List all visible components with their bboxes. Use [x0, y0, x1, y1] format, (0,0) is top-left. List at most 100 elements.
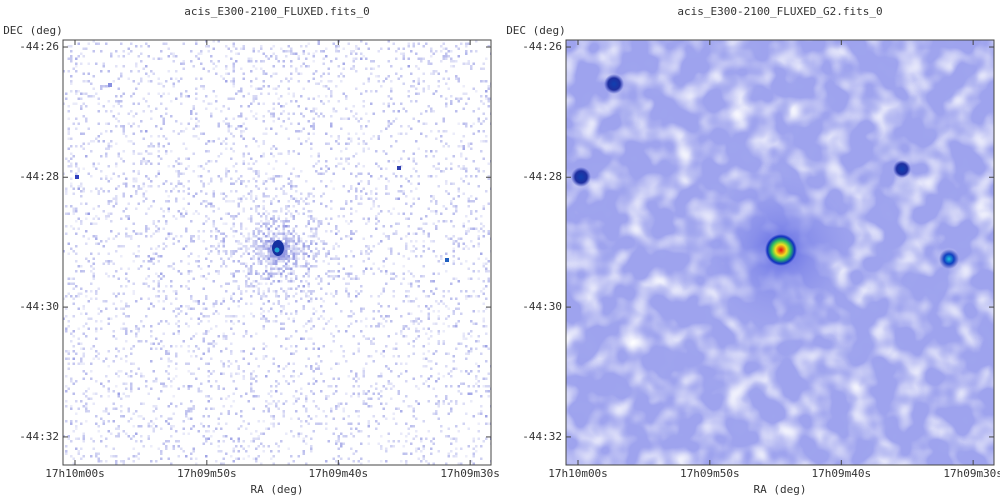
- noise-pixel: [147, 80, 150, 83]
- noise-pixel: [427, 385, 430, 388]
- noise-pixel: [305, 280, 308, 283]
- noise-pixel: [177, 325, 180, 328]
- noise-pixel: [145, 277, 148, 280]
- noise-pixel: [285, 297, 288, 300]
- noise-pixel: [295, 225, 298, 228]
- noise-pixel: [455, 347, 458, 350]
- noise-pixel: [250, 195, 253, 198]
- noise-pixel: [115, 142, 118, 145]
- noise-pixel: [65, 212, 68, 215]
- noise-pixel: [160, 415, 163, 418]
- noise-pixel: [312, 290, 315, 293]
- noise-pixel: [190, 337, 193, 340]
- noise-pixel: [410, 312, 413, 315]
- noise-pixel: [267, 300, 270, 303]
- noise-pixel: [87, 72, 90, 75]
- noise-pixel: [335, 275, 338, 278]
- noise-pixel: [165, 237, 168, 240]
- noise-pixel: [190, 317, 193, 320]
- noise-pixel: [212, 407, 215, 410]
- noise-pixel: [302, 255, 305, 258]
- noise-pixel: [162, 122, 165, 125]
- noise-pixel: [290, 195, 293, 198]
- noise-pixel: [267, 300, 270, 303]
- noise-pixel: [465, 352, 468, 355]
- noise-pixel: [142, 67, 145, 70]
- noise-pixel: [465, 245, 468, 248]
- noise-pixel: [190, 270, 193, 273]
- noise-pixel: [65, 232, 68, 235]
- noise-pixel: [332, 377, 335, 380]
- noise-pixel: [120, 42, 123, 45]
- noise-pixel: [392, 412, 395, 415]
- noise-pixel: [290, 65, 293, 68]
- noise-pixel: [362, 367, 365, 370]
- noise-pixel: [267, 247, 270, 250]
- noise-pixel: [97, 190, 100, 193]
- noise-pixel: [270, 225, 273, 228]
- noise-pixel: [302, 247, 305, 250]
- noise-pixel: [150, 117, 153, 120]
- noise-pixel: [447, 427, 450, 430]
- noise-pixel: [242, 245, 245, 248]
- noise-pixel: [262, 70, 265, 73]
- noise-pixel: [262, 180, 265, 183]
- noise-pixel: [112, 262, 115, 265]
- noise-pixel: [457, 122, 460, 125]
- noise-pixel: [437, 220, 440, 223]
- noise-pixel: [190, 400, 193, 403]
- noise-pixel: [287, 200, 290, 203]
- noise-pixel: [95, 235, 98, 238]
- noise-pixel: [187, 157, 190, 160]
- noise-pixel: [222, 387, 225, 390]
- noise-pixel: [177, 172, 180, 175]
- noise-pixel: [197, 317, 200, 320]
- noise-pixel: [427, 247, 430, 250]
- noise-pixel: [200, 382, 203, 385]
- noise-pixel: [442, 57, 445, 60]
- noise-pixel: [287, 240, 290, 243]
- noise-pixel: [237, 115, 240, 118]
- noise-pixel: [322, 102, 325, 105]
- noise-pixel: [270, 230, 273, 233]
- noise-pixel: [312, 60, 315, 63]
- noise-pixel: [220, 372, 223, 375]
- noise-pixel: [465, 92, 468, 95]
- noise-pixel: [322, 345, 325, 348]
- noise-pixel: [105, 307, 108, 310]
- noise-pixel: [307, 245, 310, 248]
- noise-pixel: [252, 235, 255, 238]
- noise-pixel: [290, 287, 293, 290]
- noise-pixel: [187, 432, 190, 435]
- noise-pixel: [192, 135, 195, 138]
- noise-pixel: [63, 172, 65, 175]
- noise-pixel: [280, 287, 283, 290]
- noise-pixel: [307, 247, 310, 250]
- noise-pixel: [82, 325, 85, 328]
- noise-pixel: [450, 60, 453, 63]
- noise-pixel: [207, 140, 210, 143]
- noise-pixel: [105, 85, 108, 88]
- noise-pixel: [225, 200, 228, 203]
- noise-pixel: [107, 275, 110, 278]
- noise-pixel: [122, 292, 125, 295]
- noise-pixel: [210, 250, 213, 253]
- noise-pixel: [290, 280, 293, 283]
- noise-pixel: [297, 72, 300, 75]
- noise-pixel: [417, 182, 420, 185]
- noise-pixel: [232, 400, 235, 403]
- noise-pixel: [457, 195, 460, 198]
- noise-pixel: [315, 380, 318, 383]
- noise-pixel: [220, 265, 223, 268]
- noise-pixel: [282, 192, 285, 195]
- noise-pixel: [347, 42, 350, 45]
- noise-pixel: [252, 250, 255, 253]
- noise-pixel: [370, 340, 373, 343]
- noise-pixel: [445, 462, 448, 465]
- noise-pixel: [82, 437, 85, 440]
- noise-pixel: [137, 255, 140, 258]
- noise-pixel: [295, 130, 298, 133]
- noise-pixel: [425, 150, 428, 153]
- noise-pixel: [362, 400, 365, 403]
- noise-pixel: [250, 265, 253, 268]
